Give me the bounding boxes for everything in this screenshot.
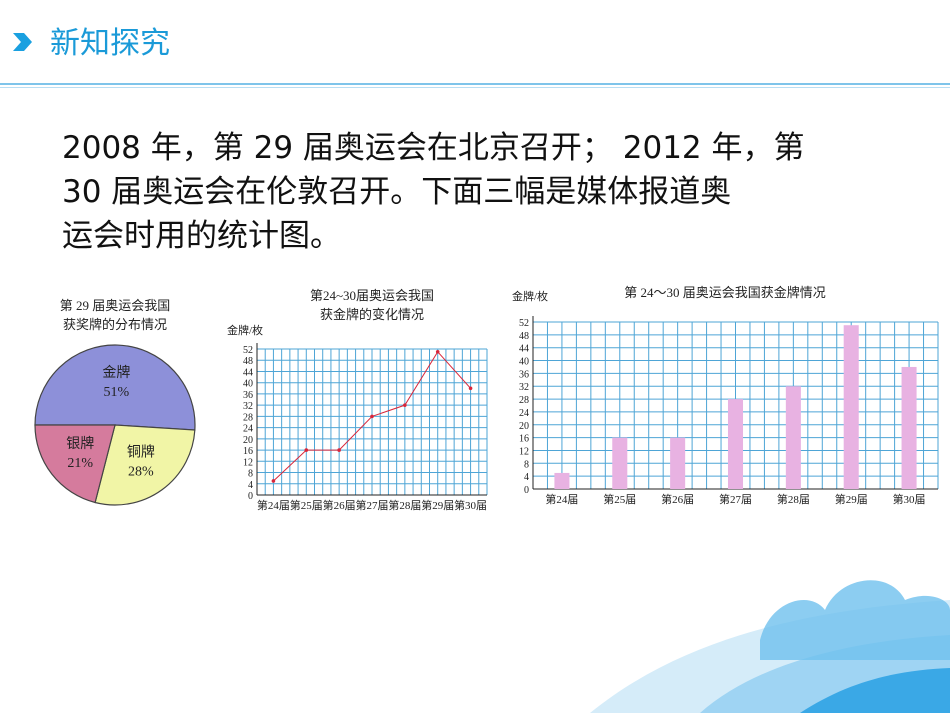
- x-tick-label: 第30届: [893, 492, 926, 506]
- y-tick-label: 8: [248, 469, 253, 480]
- y-tick-label: 36: [243, 390, 253, 401]
- y-tick-label: 0: [248, 491, 253, 502]
- bar: [785, 386, 801, 489]
- y-tick-label: 12: [519, 446, 529, 457]
- y-tick-label: 4: [524, 472, 529, 483]
- y-tick-label: 48: [519, 331, 529, 342]
- y-tick-label: 28: [243, 412, 253, 423]
- y-tick-label: 0: [524, 485, 529, 496]
- y-tick-label: 20: [243, 435, 253, 446]
- y-tick-label: 16: [519, 434, 529, 445]
- y-tick-label: 24: [243, 424, 253, 435]
- cloud: [760, 580, 950, 660]
- x-tick-label: 第24届: [257, 498, 290, 512]
- decoration: [590, 580, 950, 713]
- y-tick-label: 44: [519, 344, 529, 355]
- chart-title: 第24~30届奥运会我国: [310, 288, 434, 303]
- bar: [727, 399, 744, 489]
- y-tick-label: 48: [243, 356, 253, 367]
- bar: [670, 437, 686, 489]
- y-tick-label: 32: [519, 382, 529, 393]
- header-rule: [0, 87, 950, 88]
- y-tick-label: 12: [243, 457, 253, 468]
- x-tick-label: 第25届: [290, 498, 323, 512]
- x-tick-label: 第26届: [661, 492, 694, 506]
- y-tick-label: 16: [243, 446, 253, 457]
- chart-title: 第 29 届奥运会我国: [60, 298, 171, 313]
- y-tick-label: 4: [248, 480, 253, 491]
- x-tick-label: 第24届: [545, 492, 578, 506]
- slice-label: 金牌: [102, 364, 130, 381]
- pie-slice: [34, 344, 196, 431]
- bar: [612, 437, 628, 489]
- chart-title: 获奖牌的分布情况: [63, 317, 167, 332]
- pie-slice: [34, 424, 116, 504]
- y-tick-label: 20: [519, 421, 529, 432]
- chart-title: 获金牌的变化情况: [320, 307, 424, 322]
- y-tick-label: 40: [243, 379, 253, 390]
- y-tick-label: 24: [519, 408, 529, 419]
- slice-value: 51%: [104, 385, 130, 400]
- bar: [554, 472, 570, 489]
- x-tick-label: 第27届: [356, 498, 389, 512]
- bar: [901, 366, 917, 489]
- slice-value: 21%: [67, 456, 93, 471]
- x-tick-label: 第25届: [603, 492, 636, 506]
- paragraph-line: 2008 年，第 29 届奥运会在北京召开； 2012 年，第: [62, 130, 805, 166]
- y-axis-label: 金牌/枚: [227, 323, 263, 337]
- x-tick-label: 第28届: [388, 498, 421, 512]
- x-tick-label: 第29届: [421, 498, 454, 512]
- paragraph-line: 30 届奥运会在伦敦召开。下面三幅是媒体报道奥: [62, 174, 731, 210]
- x-tick-label: 第27届: [719, 492, 752, 506]
- x-tick-label: 第29届: [835, 492, 868, 506]
- x-tick-label: 第28届: [777, 492, 810, 506]
- slice-label: 铜牌: [127, 444, 155, 461]
- y-tick-label: 36: [519, 369, 529, 380]
- line: [273, 350, 471, 482]
- y-tick-label: 8: [524, 459, 529, 470]
- y-tick-label: 52: [243, 345, 253, 356]
- y-tick-label: 52: [519, 318, 529, 329]
- wave: [800, 668, 950, 713]
- pie-slice: [94, 424, 196, 506]
- chart-title: 第 24～30 届奥运会我国获金牌情况: [624, 285, 826, 300]
- y-tick-label: 28: [519, 395, 529, 406]
- header-title: 新知探究: [50, 26, 170, 61]
- paragraph-line: 运会时用的统计图。: [62, 218, 341, 254]
- y-tick-label: 44: [243, 367, 253, 378]
- x-tick-label: 第30届: [454, 498, 487, 512]
- y-tick-label: 40: [519, 357, 529, 368]
- bar: [843, 325, 859, 489]
- slice-value: 28%: [128, 465, 154, 480]
- y-tick-label: 32: [243, 401, 253, 412]
- y-axis-label: 金牌/枚: [512, 289, 548, 303]
- x-tick-label: 第26届: [323, 498, 356, 512]
- header-rule: [0, 83, 950, 85]
- slice-label: 银牌: [66, 435, 94, 452]
- header-arrow: [13, 33, 32, 51]
